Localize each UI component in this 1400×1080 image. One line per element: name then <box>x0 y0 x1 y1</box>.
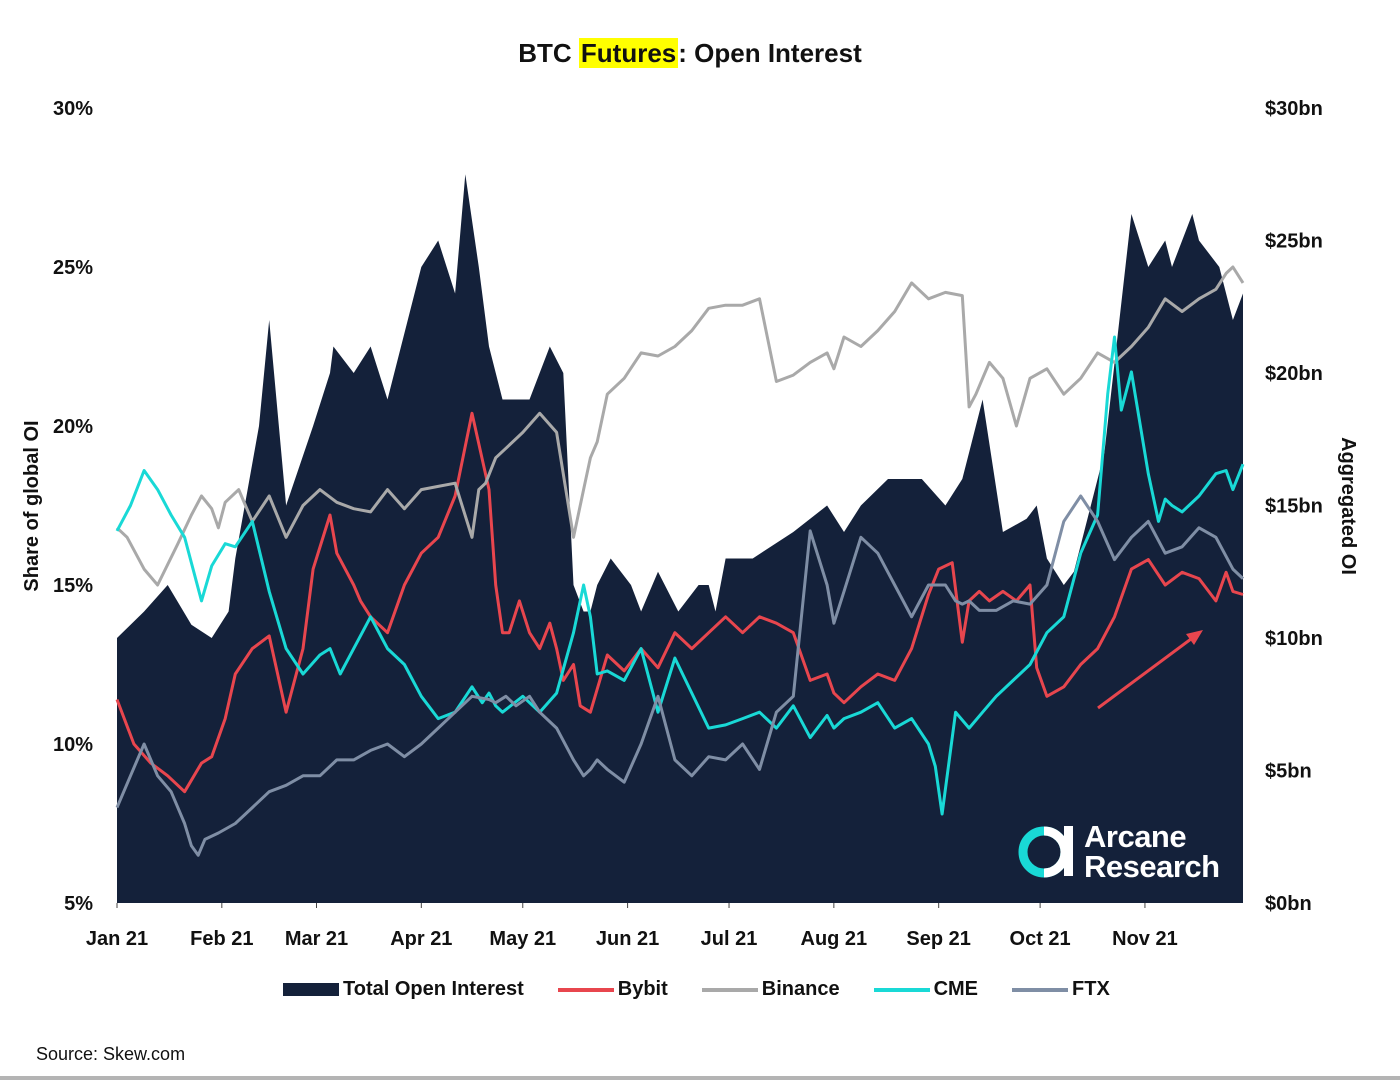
legend-item-total-open-interest: Total Open Interest <box>283 978 524 1001</box>
x-tick-label: Apr 21 <box>390 928 452 950</box>
x-tick-label: Oct 21 <box>1010 928 1071 950</box>
y-left-tick-label: 20% <box>53 416 93 438</box>
x-tick-label: Nov 21 <box>1112 928 1178 950</box>
y-left-tick-label: 25% <box>53 257 93 279</box>
y-axis-left-title: Share of global OI <box>21 420 43 591</box>
x-tick-label: Mar 21 <box>285 928 348 950</box>
chart-title-part-1: BTC <box>518 38 579 68</box>
legend-swatch <box>557 987 614 992</box>
x-tick-label: May 21 <box>489 928 556 950</box>
logo-line-2: Research <box>1084 849 1220 884</box>
legend-item-binance: Binance <box>701 978 840 1001</box>
y-right-tick-label: $25bn <box>1265 231 1323 253</box>
bottom-divider <box>0 1076 1400 1080</box>
arcane-research-logo: Arcane Research <box>1016 819 1220 884</box>
chart-legend: Total Open Interest Bybit Binance CME FT… <box>283 978 1144 1001</box>
x-tick-label: Jun 21 <box>596 928 659 950</box>
y-left-tick-label: 10% <box>53 734 93 756</box>
source-note: Source: Skew.com <box>36 1044 186 1064</box>
series-line-binance <box>115 265 1245 587</box>
chart-title-part-3: : Open Interest <box>678 38 862 68</box>
y-left-tick-label: 15% <box>53 575 93 597</box>
arcane-logo-icon <box>1016 822 1076 882</box>
x-tick-label: Feb 21 <box>190 928 253 950</box>
trend-arrow-head <box>1186 630 1203 645</box>
x-tick-label: Sep 21 <box>906 928 970 950</box>
y-right-tick-label: $30bn <box>1265 98 1323 120</box>
series-line-cme <box>115 335 1245 816</box>
legend-label: Binance <box>761 978 840 1000</box>
logo-text: Arcane Research <box>1084 819 1220 884</box>
y-right-tick-label: $15bn <box>1265 496 1323 518</box>
y-left-tick-label: 5% <box>64 893 93 915</box>
legend-swatch <box>701 987 758 992</box>
legend-label: CME <box>933 978 979 1000</box>
axes-layer: 5% 10% 15% 20% 25% 30% $0bn $5bn $10bn $15bn $20bn… <box>53 98 1323 950</box>
legend-item-cme: CME <box>873 978 979 1001</box>
y-axis-right-title: Aggregated OI <box>1337 437 1359 575</box>
legend-item-ftx: FTX <box>1012 978 1110 1001</box>
x-tick-label: Jan 21 <box>86 928 148 950</box>
x-tick-label: Aug 21 <box>801 928 868 950</box>
chart-title: BTC Futures: Open Interest <box>0 38 1380 69</box>
x-tick-label: Jul 21 <box>701 928 758 950</box>
y-left-tick-label: 30% <box>53 98 93 120</box>
legend-swatch <box>873 987 930 992</box>
legend-item-bybit: Bybit <box>557 978 668 1001</box>
y-right-tick-label: $20bn <box>1265 363 1323 385</box>
legend-swatch <box>283 983 339 996</box>
legend-swatch <box>1012 987 1069 992</box>
y-right-tick-label: $0bn <box>1265 893 1312 915</box>
legend-label: Bybit <box>617 978 668 1000</box>
legend-label: FTX <box>1072 978 1110 1000</box>
y-right-tick-label: $10bn <box>1265 628 1323 650</box>
annotation-layer <box>1097 630 1203 710</box>
series-line-bybit <box>115 411 1244 794</box>
chart-title-highlight: Futures <box>578 38 679 68</box>
series-line-ftx <box>115 494 1245 857</box>
legend-label: Total Open Interest <box>343 978 524 1000</box>
trend-arrow-shaft <box>1097 634 1196 710</box>
logo-line-1: Arcane <box>1084 819 1187 854</box>
series-lines-layer <box>115 265 1245 857</box>
y-right-tick-label: $5bn <box>1265 761 1312 783</box>
